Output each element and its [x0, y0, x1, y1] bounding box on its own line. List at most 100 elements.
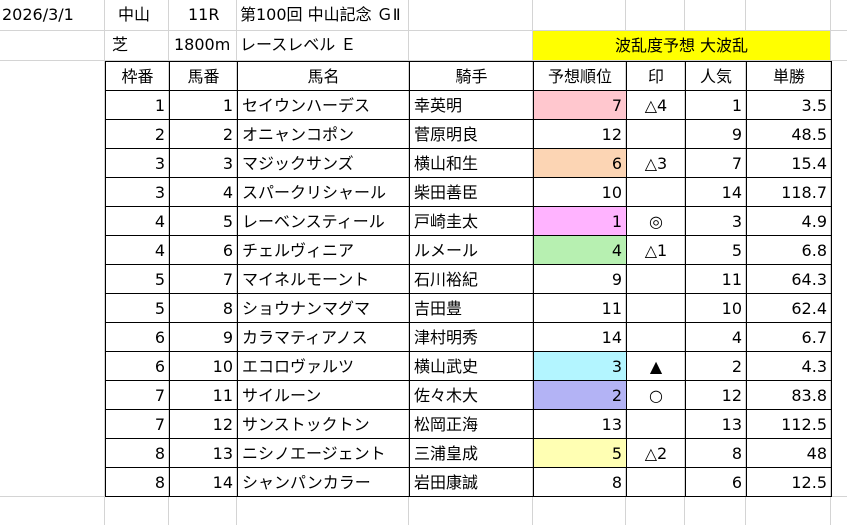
- horse-name-cell[interactable]: レーベンスティール: [237, 206, 410, 236]
- popularity-cell[interactable]: 12: [685, 380, 747, 410]
- column-header[interactable]: 人気: [685, 61, 747, 91]
- horse-name-cell[interactable]: カラマティアノス: [237, 322, 410, 352]
- race-surface[interactable]: 芝: [112, 35, 129, 54]
- uma-cell[interactable]: 5: [169, 206, 238, 236]
- popularity-cell[interactable]: 11: [685, 264, 747, 294]
- uma-cell[interactable]: 11: [169, 380, 238, 410]
- uma-cell[interactable]: 10: [169, 351, 238, 381]
- horse-name-cell[interactable]: マイネルモーント: [237, 264, 410, 294]
- horse-name-cell[interactable]: サイルーン: [237, 380, 410, 410]
- waku-cell[interactable]: 7: [105, 380, 170, 410]
- uma-cell[interactable]: 8: [169, 293, 238, 323]
- uma-cell[interactable]: 4: [169, 177, 238, 207]
- jockey-cell[interactable]: 石川裕紀: [409, 264, 534, 294]
- column-header[interactable]: 予想順位: [533, 61, 627, 91]
- race-date[interactable]: 2026/3/1: [2, 5, 74, 24]
- uma-cell[interactable]: 2: [169, 119, 238, 149]
- race-level[interactable]: レースレベル Ｅ: [240, 35, 357, 54]
- column-header[interactable]: 馬番: [169, 61, 238, 91]
- waku-cell[interactable]: 4: [105, 235, 170, 265]
- race-venue[interactable]: 中山: [118, 5, 151, 24]
- jockey-cell[interactable]: 佐々木大: [409, 380, 534, 410]
- uma-cell[interactable]: 1: [169, 90, 238, 120]
- popularity-cell[interactable]: 1: [685, 90, 747, 120]
- jockey-cell[interactable]: ルメール: [409, 235, 534, 265]
- predicted-rank-cell[interactable]: 6: [533, 148, 627, 178]
- waku-cell[interactable]: 5: [105, 293, 170, 323]
- predicted-rank-cell[interactable]: 2: [533, 380, 627, 410]
- predicted-rank-cell[interactable]: 10: [533, 177, 627, 207]
- waku-cell[interactable]: 4: [105, 206, 170, 236]
- jockey-cell[interactable]: 三浦皇成: [409, 438, 534, 468]
- mark-cell[interactable]: △4: [626, 90, 686, 120]
- jockey-cell[interactable]: 津村明秀: [409, 322, 534, 352]
- mark-cell[interactable]: ◎: [626, 206, 686, 236]
- horse-name-cell[interactable]: ショウナンマグマ: [237, 293, 410, 323]
- forecast-banner[interactable]: 波乱度予想 大波乱: [533, 31, 830, 60]
- waku-cell[interactable]: 6: [105, 351, 170, 381]
- column-header[interactable]: 枠番: [105, 61, 170, 91]
- waku-cell[interactable]: 8: [105, 467, 170, 497]
- uma-cell[interactable]: 6: [169, 235, 238, 265]
- predicted-rank-cell[interactable]: 7: [533, 90, 627, 120]
- waku-cell[interactable]: 1: [105, 90, 170, 120]
- popularity-cell[interactable]: 8: [685, 438, 747, 468]
- jockey-cell[interactable]: 横山武史: [409, 351, 534, 381]
- mark-cell[interactable]: [626, 264, 686, 294]
- waku-cell[interactable]: 3: [105, 148, 170, 178]
- odds-cell[interactable]: 15.4: [746, 148, 832, 178]
- predicted-rank-cell[interactable]: 13: [533, 409, 627, 439]
- popularity-cell[interactable]: 7: [685, 148, 747, 178]
- popularity-cell[interactable]: 9: [685, 119, 747, 149]
- mark-cell[interactable]: ▲: [626, 351, 686, 381]
- horse-name-cell[interactable]: マジックサンズ: [237, 148, 410, 178]
- horse-name-cell[interactable]: オニャンコポン: [237, 119, 410, 149]
- predicted-rank-cell[interactable]: 5: [533, 438, 627, 468]
- race-distance[interactable]: 1800m: [174, 35, 231, 54]
- jockey-cell[interactable]: 菅原明良: [409, 119, 534, 149]
- odds-cell[interactable]: 112.5: [746, 409, 832, 439]
- predicted-rank-cell[interactable]: 9: [533, 264, 627, 294]
- horse-name-cell[interactable]: エコロヴァルツ: [237, 351, 410, 381]
- uma-cell[interactable]: 12: [169, 409, 238, 439]
- waku-cell[interactable]: 8: [105, 438, 170, 468]
- horse-name-cell[interactable]: ニシノエージェント: [237, 438, 410, 468]
- mark-cell[interactable]: [626, 409, 686, 439]
- horse-name-cell[interactable]: スパークリシャール: [237, 177, 410, 207]
- column-header[interactable]: 騎手: [409, 61, 534, 91]
- jockey-cell[interactable]: 吉田豊: [409, 293, 534, 323]
- odds-cell[interactable]: 48.5: [746, 119, 832, 149]
- popularity-cell[interactable]: 3: [685, 206, 747, 236]
- predicted-rank-cell[interactable]: 11: [533, 293, 627, 323]
- mark-cell[interactable]: △2: [626, 438, 686, 468]
- horse-name-cell[interactable]: セイウンハーデス: [237, 90, 410, 120]
- popularity-cell[interactable]: 2: [685, 351, 747, 381]
- odds-cell[interactable]: 48: [746, 438, 832, 468]
- mark-cell[interactable]: [626, 467, 686, 497]
- uma-cell[interactable]: 7: [169, 264, 238, 294]
- mark-cell[interactable]: [626, 322, 686, 352]
- uma-cell[interactable]: 14: [169, 467, 238, 497]
- odds-cell[interactable]: 62.4: [746, 293, 832, 323]
- race-number[interactable]: 11R: [188, 5, 220, 24]
- predicted-rank-cell[interactable]: 4: [533, 235, 627, 265]
- predicted-rank-cell[interactable]: 8: [533, 467, 627, 497]
- mark-cell[interactable]: △3: [626, 148, 686, 178]
- column-header[interactable]: 馬名: [237, 61, 410, 91]
- odds-cell[interactable]: 4.3: [746, 351, 832, 381]
- predicted-rank-cell[interactable]: 14: [533, 322, 627, 352]
- waku-cell[interactable]: 2: [105, 119, 170, 149]
- predicted-rank-cell[interactable]: 1: [533, 206, 627, 236]
- mark-cell[interactable]: △1: [626, 235, 686, 265]
- horse-name-cell[interactable]: サンストックトン: [237, 409, 410, 439]
- popularity-cell[interactable]: 10: [685, 293, 747, 323]
- waku-cell[interactable]: 6: [105, 322, 170, 352]
- popularity-cell[interactable]: 5: [685, 235, 747, 265]
- odds-cell[interactable]: 83.8: [746, 380, 832, 410]
- popularity-cell[interactable]: 14: [685, 177, 747, 207]
- uma-cell[interactable]: 13: [169, 438, 238, 468]
- odds-cell[interactable]: 4.9: [746, 206, 832, 236]
- column-header[interactable]: 印: [626, 61, 686, 91]
- race-name[interactable]: 第100回 中山記念 ＧⅡ: [240, 5, 401, 24]
- predicted-rank-cell[interactable]: 12: [533, 119, 627, 149]
